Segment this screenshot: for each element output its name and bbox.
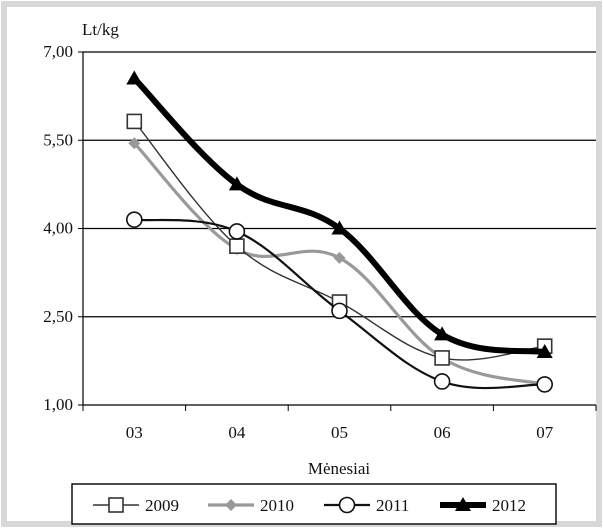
legend-item-2011: 2011 (324, 496, 409, 515)
legend-label: 2010 (260, 496, 294, 515)
series-2012 (126, 70, 553, 359)
y-tick-label: 7,00 (43, 42, 73, 61)
data-point (333, 251, 346, 264)
x-axis-label: Mėnesiai (308, 459, 371, 478)
legend-marker (455, 497, 471, 511)
y-tick-label: 1,00 (43, 395, 73, 414)
legend-label: 2012 (492, 496, 526, 515)
data-point (126, 113, 143, 130)
data-point (536, 376, 554, 393)
legend-label: 2011 (376, 496, 409, 515)
axes: 1,00 2,50 4,00 5,50 7,00 03 04 05 06 07 (43, 42, 597, 442)
data-point (536, 344, 553, 359)
x-tick-label: 06 (434, 423, 451, 442)
y-axis-label: Lt/kg (82, 20, 119, 39)
x-tick-label: 07 (536, 423, 554, 442)
legend-marker (338, 496, 356, 514)
legend-item-2010: 2010 (208, 496, 294, 515)
x-tick-label: 04 (228, 423, 246, 442)
data-point (126, 211, 143, 228)
series (126, 70, 554, 393)
x-tick-label: 05 (331, 423, 348, 442)
legend-marker (225, 499, 237, 511)
y-tick-label: 5,50 (43, 130, 73, 149)
legend-marker (108, 497, 124, 513)
data-point (128, 137, 141, 150)
data-point (434, 350, 450, 366)
data-point (228, 223, 246, 240)
legend: 2009 2010 2011 2012 (71, 483, 557, 525)
data-point (228, 176, 245, 191)
data-point (433, 373, 451, 390)
legend-label: 2009 (145, 496, 179, 515)
y-tick-label: 4,00 (43, 219, 73, 238)
legend-item-2012: 2012 (440, 496, 526, 515)
data-point (331, 302, 348, 320)
data-point (434, 326, 451, 341)
series-2011 (126, 211, 554, 393)
data-point (229, 238, 245, 254)
legend-item-2009: 2009 (93, 496, 179, 515)
x-tick-label: 03 (126, 423, 143, 442)
y-tick-label: 2,50 (43, 307, 73, 326)
data-point (331, 220, 348, 235)
data-point (126, 70, 143, 85)
